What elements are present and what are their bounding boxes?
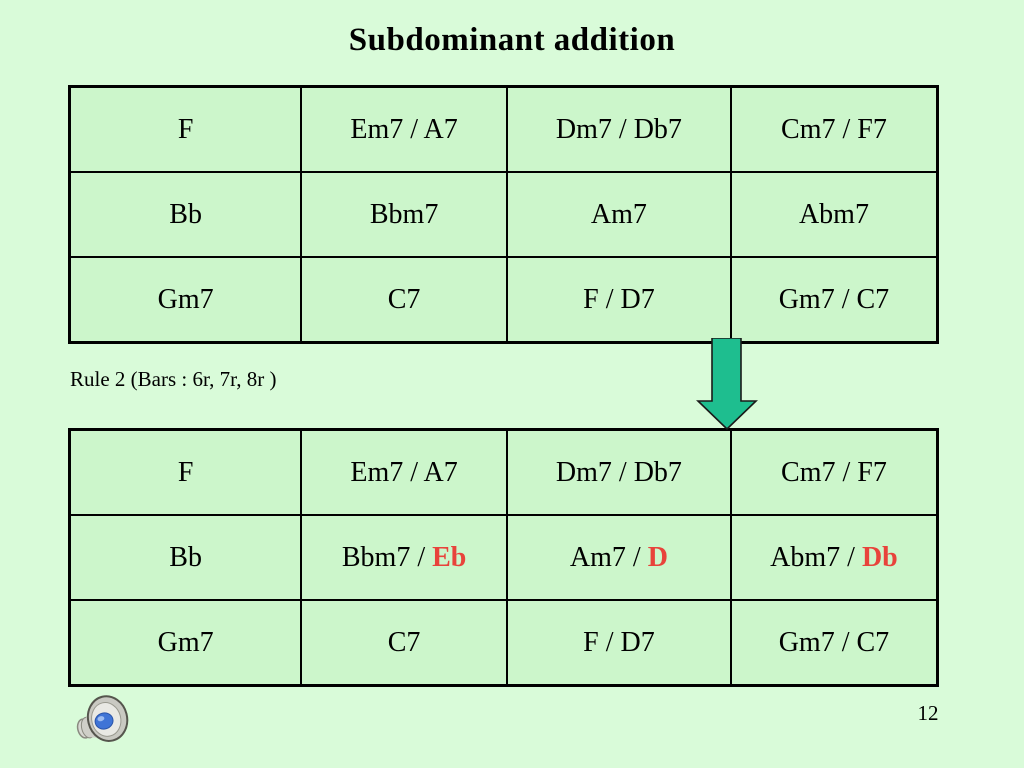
- down-arrow-shape: [696, 338, 758, 431]
- down-arrow-icon: [696, 338, 758, 431]
- chord-cell: C7: [300, 256, 508, 344]
- added-chord-accent: Db: [861, 541, 898, 573]
- chord-cell: Gm7: [68, 256, 303, 344]
- page-number: 12: [917, 701, 939, 725]
- speaker-highlight: [97, 716, 105, 722]
- chord-cell: C7: [300, 599, 508, 687]
- chord-cell: F: [68, 85, 303, 173]
- rule-label: Rule 2 (Bars : 6r, 7r, 8r ): [70, 367, 277, 391]
- chord-cell: F: [68, 428, 303, 516]
- added-chord-accent: Eb: [432, 541, 467, 573]
- table-row: Bb Bbm7 Am7 Abm7: [68, 171, 939, 258]
- chord-cell: Abm7: [729, 171, 939, 258]
- chord-cell: F / D7: [505, 599, 732, 687]
- chord-cell: F / D7: [505, 256, 732, 344]
- chord-cell: Dm7 / Db7: [505, 85, 732, 173]
- table-row: Bb Bbm7 / Eb Am7 / D Abm7 / Db: [68, 514, 939, 601]
- chord-cell: Bbm7 / Eb: [300, 514, 508, 601]
- chord-cell: Gm7: [68, 599, 303, 687]
- chord-cell: Gm7 / C7: [729, 256, 939, 344]
- table-row: F Em7 / A7 Dm7 / Db7 Cm7 / F7: [68, 85, 939, 173]
- chord-table-before: F Em7 / A7 Dm7 / Db7 Cm7 / F7 Bb Bbm7 Am7 Abm7 G…: [68, 85, 939, 344]
- chord-cell: Abm7 / Db: [729, 514, 939, 601]
- chord-cell: Bb: [68, 514, 303, 601]
- chord-cell: Am7: [505, 171, 732, 258]
- chord-cell: Bb: [68, 171, 303, 258]
- table-row: F Em7 / A7 Dm7 / Db7 Cm7 / F7: [68, 428, 939, 516]
- chord-cell: Em7 / A7: [300, 85, 508, 173]
- added-chord-accent: D: [647, 541, 668, 573]
- slide-title: Subdominant addition: [348, 22, 676, 58]
- table-row: Gm7 C7 F / D7 Gm7 / C7: [68, 256, 939, 344]
- speaker-audio-icon[interactable]: [72, 693, 132, 749]
- chord-cell: Dm7 / Db7: [505, 428, 732, 516]
- table-row: Gm7 C7 F / D7 Gm7 / C7: [68, 599, 939, 687]
- chord-cell: Cm7 / F7: [729, 428, 939, 516]
- chord-table-after: F Em7 / A7 Dm7 / Db7 Cm7 / F7 Bb Bbm7 / Eb Am7…: [68, 428, 939, 687]
- chord-cell: Gm7 / C7: [729, 599, 939, 687]
- chord-cell: Bbm7: [300, 171, 508, 258]
- chord-cell: Am7 / D: [505, 514, 732, 601]
- chord-cell: Cm7 / F7: [729, 85, 939, 173]
- chord-cell: Em7 / A7: [300, 428, 508, 516]
